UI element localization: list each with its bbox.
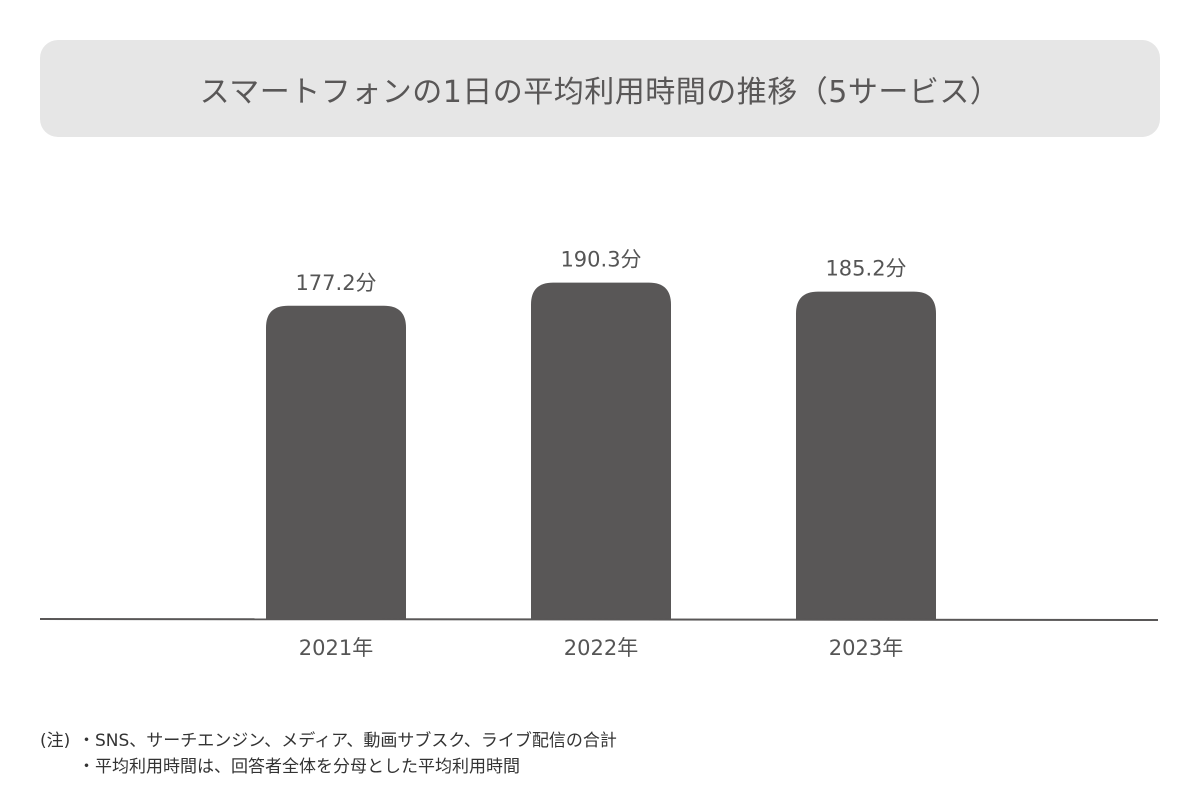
x-tick-label-2022年: 2022年 — [564, 636, 638, 660]
data-label-2023年: 185.2分 — [825, 257, 906, 281]
footnote-prefix: (注) — [40, 731, 71, 751]
chart-title: スマートフォンの1日の平均利用時間の推移（5サービス） — [199, 74, 1001, 110]
x-tick-label-2023年: 2023年 — [829, 636, 903, 660]
chart-title-box: スマートフォンの1日の平均利用時間の推移（5サービス） — [40, 40, 1160, 137]
footnotes: (注) ・SNS、サーチエンジン、メディア、動画サブスク、ライブ配信の合計 ・平均… — [40, 728, 617, 780]
footnote-2-text: ・平均利用時間は、回答者全体を分母とした平均利用時間 — [78, 757, 520, 777]
data-label-2022年: 190.3分 — [560, 248, 641, 272]
data-label-2021年: 177.2分 — [295, 271, 376, 295]
x-tick-label-2021年: 2021年 — [299, 636, 373, 660]
x-axis-baseline — [39, 618, 1159, 621]
bar-2023年 — [796, 291, 936, 619]
footnote-2: ・平均利用時間は、回答者全体を分母とした平均利用時間 — [40, 754, 617, 780]
bar-2022年 — [531, 282, 671, 619]
footnote-1: (注) ・SNS、サーチエンジン、メディア、動画サブスク、ライブ配信の合計 — [40, 728, 617, 754]
footnote-1-text: ・SNS、サーチエンジン、メディア、動画サブスク、ライブ配信の合計 — [78, 731, 617, 751]
bar-2021年 — [266, 305, 406, 619]
